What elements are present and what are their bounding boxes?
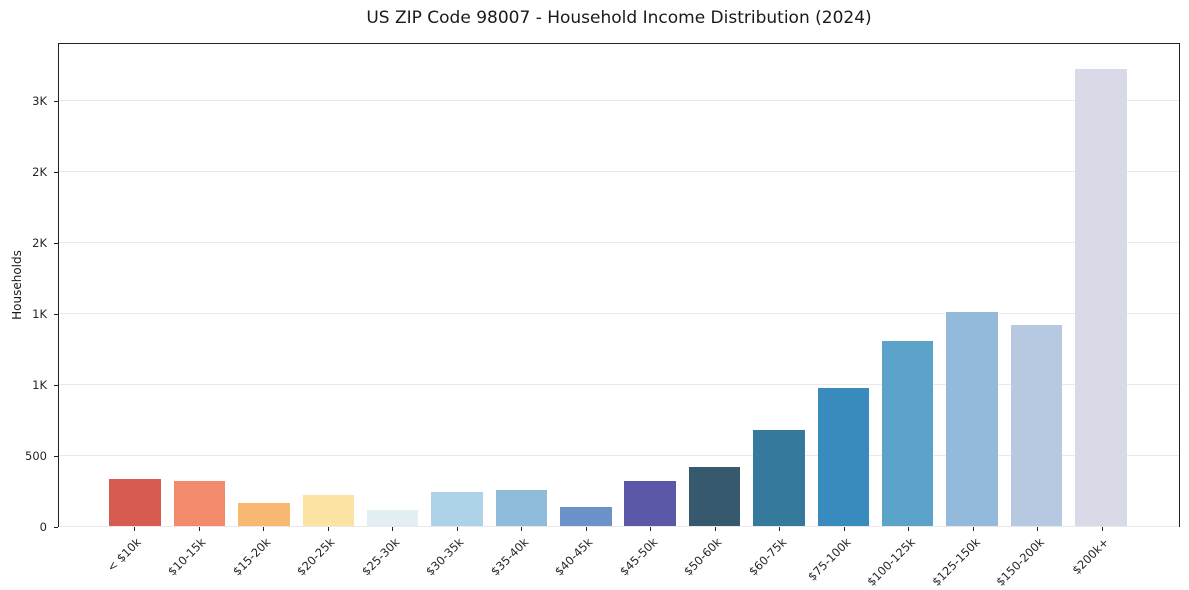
x-axis: < $10k $10-15k $15-20k $20-25k $25-30k $30-35… — [58, 527, 1180, 589]
x-tick-label: $125-150k — [928, 535, 983, 589]
x-tick-mark — [585, 527, 587, 531]
x-tick-mark — [1101, 527, 1103, 531]
gridline — [59, 99, 1179, 101]
x-tick-label: $30-35k — [423, 535, 467, 579]
bar-slot — [940, 44, 1004, 526]
x-tick-mark — [1037, 527, 1039, 531]
bar — [238, 502, 290, 526]
bar-slot — [361, 44, 425, 526]
y-tick-label: 1K — [32, 306, 47, 321]
bar-slot — [296, 44, 360, 526]
bar-slot — [554, 44, 618, 526]
bar — [624, 481, 676, 526]
y-tick-mark — [54, 171, 58, 173]
y-tick-mark — [54, 527, 58, 528]
y-tick-label: 2K — [32, 235, 47, 250]
bar — [817, 387, 870, 526]
bar — [495, 490, 548, 526]
x-tick-label: $25-30k — [358, 535, 403, 579]
bar-slot — [618, 44, 682, 526]
bar — [173, 481, 226, 526]
bar-slot — [747, 44, 811, 526]
gridline — [59, 312, 1179, 314]
x-tick-label: < $10k — [104, 535, 145, 575]
x-tick-label: $40-45k — [552, 535, 596, 579]
x-tick-label: $20-25k — [294, 535, 338, 579]
x-tick-label: $75-100k — [805, 535, 854, 584]
y-tick-mark — [54, 455, 58, 457]
bar-slot — [1069, 44, 1133, 526]
gridline — [59, 241, 1179, 243]
bar — [753, 429, 805, 526]
x-tick-mark — [198, 527, 200, 531]
bar — [366, 510, 419, 526]
x-tick-mark — [327, 527, 329, 531]
bar-slot — [103, 44, 167, 526]
x-tick-mark — [908, 527, 910, 531]
bar-slot — [811, 44, 875, 526]
y-tick-label: 2K — [32, 164, 47, 179]
bar — [1075, 69, 1127, 526]
plot-area — [58, 43, 1180, 527]
y-axis: 0 500 1K 1K 2K 2K 3K — [0, 43, 58, 534]
bar-slot — [682, 44, 746, 526]
gridline — [59, 455, 1179, 456]
bar-slot — [876, 44, 940, 526]
bar-slot — [489, 44, 553, 526]
bar — [431, 492, 483, 526]
y-tick-mark — [54, 242, 58, 244]
x-tick-mark — [392, 527, 394, 531]
x-tick-mark — [456, 527, 458, 531]
x-tick-label: $150-200k — [993, 535, 1048, 589]
y-tick-label: 3K — [32, 93, 47, 108]
bars-container — [103, 44, 1133, 526]
y-tick-mark — [54, 384, 58, 386]
bar-slot — [425, 44, 489, 526]
bar-slot — [167, 44, 231, 526]
bar — [1010, 324, 1063, 526]
bar-slot — [1004, 44, 1068, 526]
x-tick-mark — [521, 527, 523, 531]
x-tick-mark — [714, 527, 716, 531]
x-tick-mark — [134, 527, 136, 531]
x-tick-mark — [843, 527, 845, 531]
y-tick-label: 500 — [25, 448, 47, 463]
x-tick-label: $45-50k — [616, 535, 661, 579]
x-tick-label: $200k+ — [1069, 535, 1112, 578]
gridline — [59, 526, 1179, 527]
chart-title: US ZIP Code 98007 - Household Income Dis… — [366, 8, 872, 28]
bar — [109, 479, 161, 526]
bar — [560, 507, 612, 526]
bar — [688, 466, 741, 526]
bar — [881, 341, 934, 526]
gridline — [59, 383, 1179, 385]
bar — [946, 312, 998, 526]
x-tick-mark — [263, 527, 265, 531]
x-tick-label: $35-40k — [487, 535, 532, 579]
y-tick-mark — [54, 313, 58, 315]
x-tick-label: $15-20k — [229, 535, 274, 579]
x-tick-mark — [650, 527, 652, 531]
x-tick-label: $60-75k — [745, 535, 790, 579]
gridline — [59, 170, 1179, 172]
x-tick-label: $10-15k — [165, 535, 209, 579]
x-tick-mark — [972, 527, 974, 531]
x-tick-mark — [779, 527, 781, 531]
x-tick-label: $50-60k — [681, 535, 725, 579]
y-tick-label: 1K — [32, 377, 47, 392]
y-tick-mark — [54, 100, 58, 102]
y-tick-label: 0 — [39, 520, 47, 534]
bar — [302, 495, 355, 526]
bar-slot — [232, 44, 296, 526]
x-tick-label: $100-125k — [864, 535, 919, 589]
